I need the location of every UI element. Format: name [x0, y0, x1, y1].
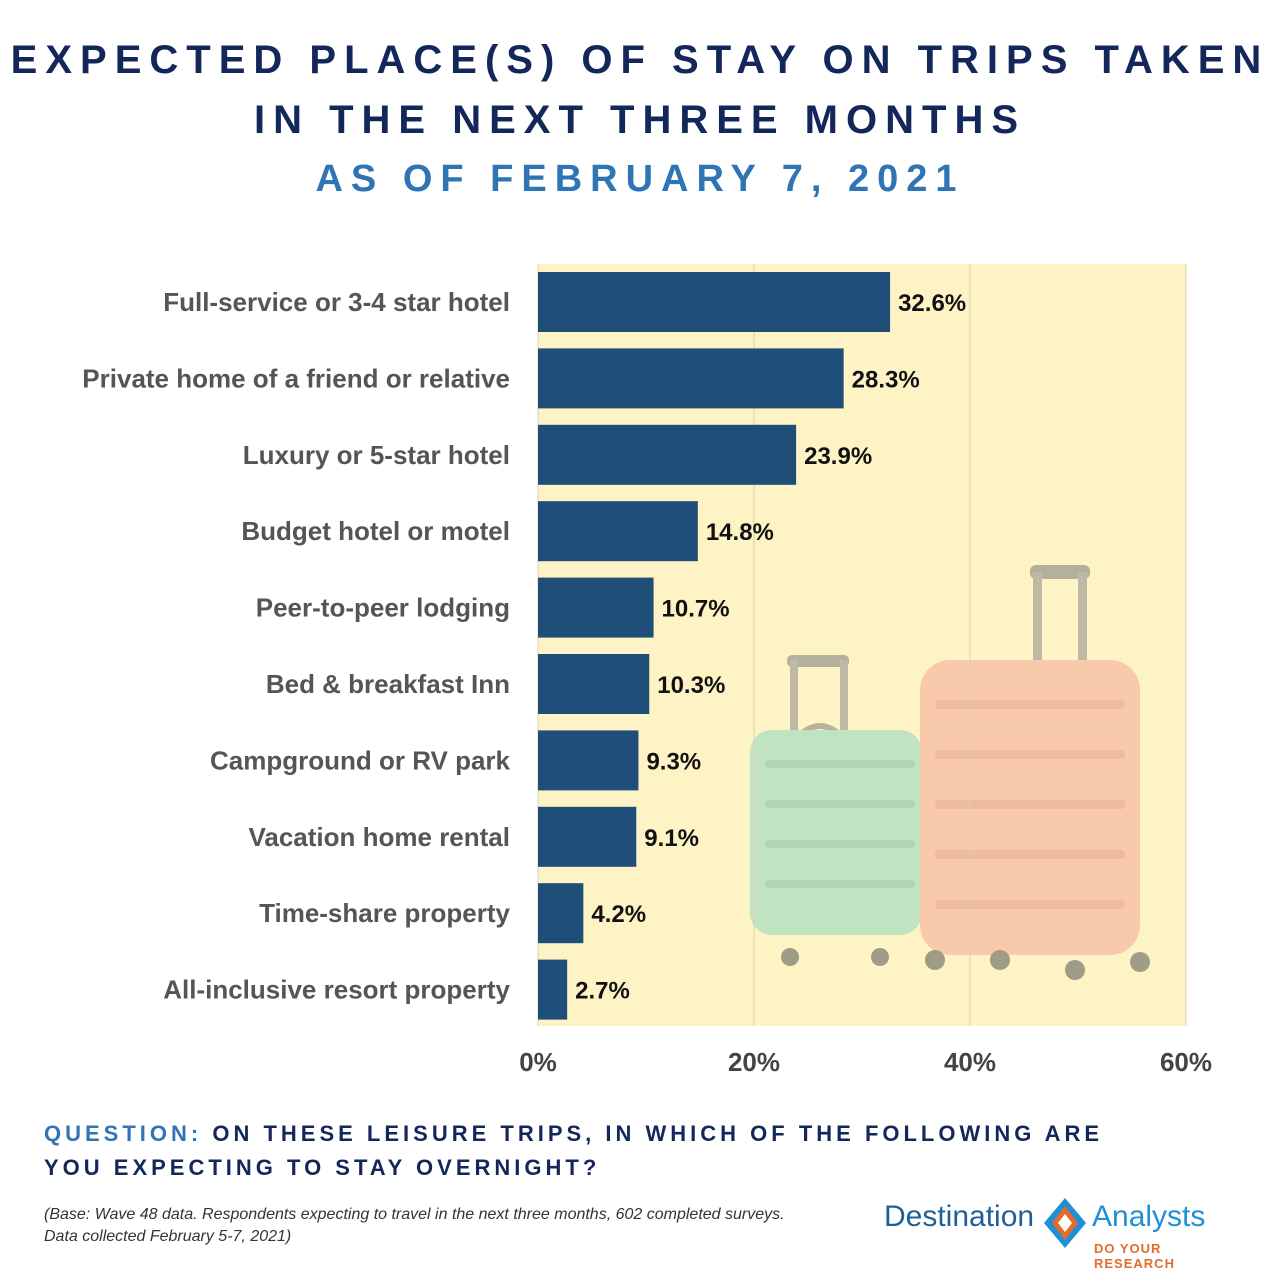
bar-chart: Full-service or 3-4 star hotel Private ho… [82, 264, 1212, 1077]
x-tick-label: 0% [519, 1047, 557, 1077]
chart-title-line-1: EXPECTED PLACE(S) OF STAY ON TRIPS TAKEN [10, 38, 1270, 82]
category-label: Campground or RV park [210, 745, 511, 775]
question-label: QUESTION: [44, 1121, 203, 1146]
value-label: 32.6% [898, 290, 966, 317]
bar [538, 424, 797, 485]
bar [538, 272, 891, 332]
value-label: 2.7% [575, 978, 630, 1005]
value-label: 10.7% [662, 596, 730, 623]
destination-analysts-logo: Destination Analysts DO YOUR RESEARCH [884, 1198, 1244, 1271]
category-label: Budget hotel or motel [241, 516, 510, 546]
x-tick-label: 60% [1160, 1047, 1212, 1077]
bar [538, 654, 650, 714]
value-label: 4.2% [591, 901, 646, 928]
category-label: Bed & breakfast Inn [266, 669, 510, 699]
category-label: Private home of a friend or relative [82, 363, 510, 393]
diamond-logo-icon [1044, 1198, 1086, 1248]
value-label: 9.3% [646, 748, 701, 775]
luggage-illustration [750, 565, 1150, 980]
value-label: 23.9% [804, 443, 872, 470]
base-note: (Base: Wave 48 data. Respondents expecti… [44, 1206, 785, 1245]
value-label: 28.3% [852, 366, 920, 393]
bar [538, 730, 639, 791]
bar [538, 883, 584, 944]
question-text: ON THESE LEISURE TRIPS, IN WHICH OF THE … [44, 1121, 1104, 1180]
value-label: 9.1% [644, 825, 699, 852]
chart-title-line-2: IN THE NEXT THREE MONTHS [253, 98, 1027, 142]
category-label: Full-service or 3-4 star hotel [163, 287, 510, 317]
logo-word-analysts: Analysts [1092, 1200, 1206, 1233]
category-label: Vacation home rental [248, 822, 510, 852]
category-label: All-inclusive resort property [163, 975, 510, 1005]
value-label: 10.3% [657, 672, 725, 699]
bar [538, 577, 654, 638]
category-label: Luxury or 5-star hotel [243, 440, 510, 470]
value-label: 14.8% [706, 519, 774, 546]
bar [538, 806, 637, 867]
chart-subtitle: AS OF FEBRUARY 7, 2021 [315, 158, 965, 200]
category-label: Time-share property [259, 898, 510, 928]
x-tick-label: 20% [728, 1047, 780, 1077]
bar [538, 501, 698, 562]
bar [538, 959, 568, 1020]
logo-tagline: DO YOUR RESEARCH [1094, 1241, 1175, 1271]
category-label: Peer-to-peer lodging [256, 593, 510, 623]
logo-word-destination: Destination [884, 1200, 1035, 1233]
x-tick-label: 40% [944, 1047, 996, 1077]
bar [538, 348, 844, 409]
survey-question: QUESTION: ON THESE LEISURE TRIPS, IN WHI… [44, 1117, 1144, 1185]
